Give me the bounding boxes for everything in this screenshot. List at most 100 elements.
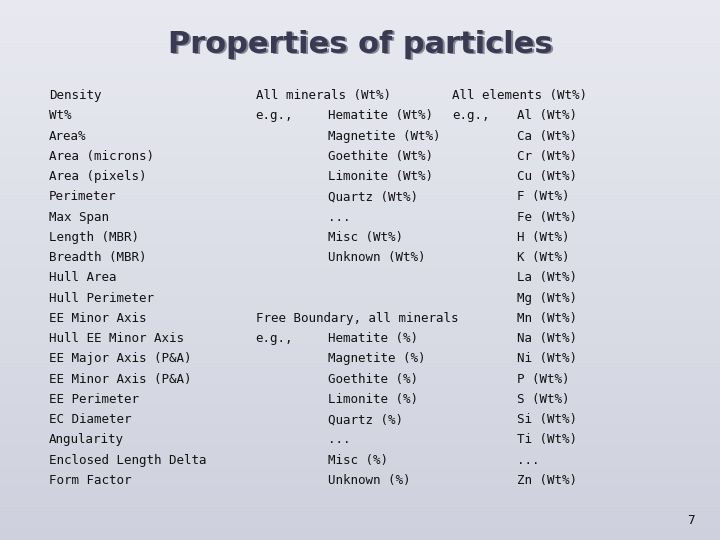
Bar: [0, 46, 720, 49]
Bar: [0, 89, 720, 92]
Bar: [0, 57, 720, 59]
Bar: [0, 122, 720, 124]
Bar: [0, 397, 720, 400]
Bar: [0, 335, 720, 338]
Text: ...: ...: [328, 211, 350, 224]
Bar: [0, 446, 720, 448]
Text: All minerals (Wt%): All minerals (Wt%): [256, 89, 391, 102]
Text: Free Boundary, all minerals: Free Boundary, all minerals: [256, 312, 458, 325]
Bar: [0, 432, 720, 435]
Bar: [0, 443, 720, 445]
Text: Hematite (Wt%): Hematite (Wt%): [328, 109, 433, 123]
Bar: [0, 51, 720, 54]
Bar: [0, 408, 720, 410]
Bar: [0, 62, 720, 65]
Text: Quartz (%): Quartz (%): [328, 413, 402, 426]
Bar: [0, 78, 720, 81]
Bar: [0, 111, 720, 113]
Bar: [0, 92, 720, 94]
Bar: [0, 319, 720, 321]
Bar: [0, 262, 720, 265]
Bar: [0, 521, 720, 524]
Bar: [0, 65, 720, 68]
Bar: [0, 170, 720, 173]
Text: e.g.,: e.g.,: [256, 332, 293, 345]
Bar: [0, 508, 720, 510]
Bar: [0, 165, 720, 167]
Bar: [0, 108, 720, 111]
Bar: [0, 54, 720, 57]
Bar: [0, 81, 720, 84]
Bar: [0, 497, 720, 500]
Bar: [0, 19, 720, 22]
Bar: [0, 535, 720, 537]
Bar: [0, 219, 720, 221]
Text: H (Wt%): H (Wt%): [517, 231, 570, 244]
Bar: [0, 421, 720, 424]
Bar: [0, 14, 720, 16]
Bar: [0, 310, 720, 313]
Text: Perimeter: Perimeter: [49, 191, 117, 204]
Bar: [0, 392, 720, 394]
Bar: [0, 265, 720, 267]
Text: 7: 7: [688, 514, 695, 526]
Bar: [0, 451, 720, 454]
Bar: [0, 259, 720, 262]
Bar: [0, 221, 720, 224]
Bar: [0, 464, 720, 467]
Text: Ni (Wt%): Ni (Wt%): [517, 353, 577, 366]
Text: P (Wt%): P (Wt%): [517, 373, 570, 386]
Bar: [0, 186, 720, 189]
Bar: [0, 135, 720, 138]
Bar: [0, 202, 720, 205]
Bar: [0, 437, 720, 440]
Bar: [0, 286, 720, 289]
Bar: [0, 486, 720, 489]
Bar: [0, 502, 720, 505]
Bar: [0, 356, 720, 359]
Bar: [0, 119, 720, 122]
Text: ...: ...: [517, 454, 539, 467]
Text: Breadth (MBR): Breadth (MBR): [49, 251, 146, 264]
Bar: [0, 176, 720, 178]
Bar: [0, 73, 720, 76]
Bar: [0, 402, 720, 405]
Bar: [0, 194, 720, 197]
Bar: [0, 375, 720, 378]
Text: EC Diameter: EC Diameter: [49, 413, 132, 426]
Bar: [0, 338, 720, 340]
Text: Wt%: Wt%: [49, 109, 71, 123]
Bar: [0, 321, 720, 324]
Bar: [0, 84, 720, 86]
Text: Enclosed Length Delta: Enclosed Length Delta: [49, 454, 207, 467]
Bar: [0, 313, 720, 316]
Bar: [0, 173, 720, 176]
Text: Hull Perimeter: Hull Perimeter: [49, 292, 154, 305]
Bar: [0, 227, 720, 229]
Text: Hematite (%): Hematite (%): [328, 332, 418, 345]
Bar: [0, 273, 720, 275]
Bar: [0, 305, 720, 308]
Bar: [0, 373, 720, 375]
Text: Properties of particles: Properties of particles: [168, 30, 552, 59]
Bar: [0, 462, 720, 464]
Text: Zn (Wt%): Zn (Wt%): [517, 474, 577, 487]
Bar: [0, 459, 720, 462]
Text: Angularity: Angularity: [49, 433, 124, 447]
Bar: [0, 38, 720, 40]
Text: Quartz (Wt%): Quartz (Wt%): [328, 191, 418, 204]
Bar: [0, 537, 720, 540]
Bar: [0, 418, 720, 421]
Bar: [0, 292, 720, 294]
Bar: [0, 157, 720, 159]
Text: Length (MBR): Length (MBR): [49, 231, 139, 244]
Bar: [0, 300, 720, 302]
Bar: [0, 483, 720, 486]
Bar: [0, 526, 720, 529]
Text: Hull EE Minor Axis: Hull EE Minor Axis: [49, 332, 184, 345]
Bar: [0, 216, 720, 219]
Text: Al (Wt%): Al (Wt%): [517, 109, 577, 123]
Bar: [0, 238, 720, 240]
Bar: [0, 116, 720, 119]
Bar: [0, 192, 720, 194]
